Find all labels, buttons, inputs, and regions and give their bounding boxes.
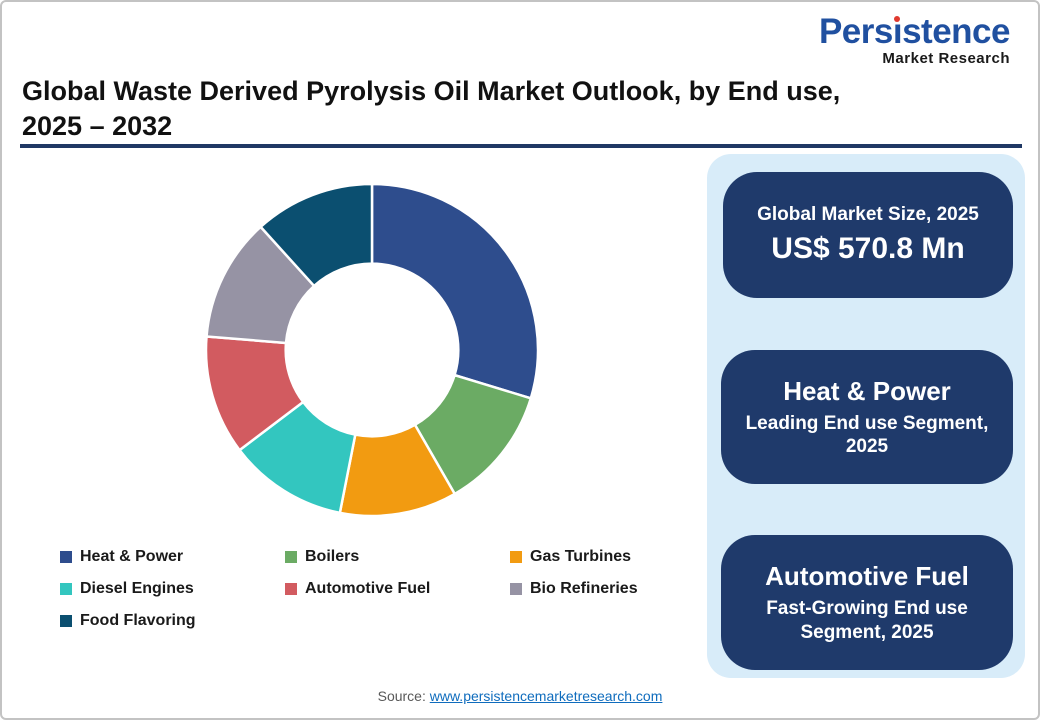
legend-item-automotive-fuel: Automotive Fuel <box>285 580 510 598</box>
legend-swatch-food-flavoring <box>60 615 72 627</box>
legend-label: Diesel Engines <box>80 580 194 597</box>
logo-brand-text: stence <box>902 12 1010 51</box>
legend-label: Automotive Fuel <box>305 580 431 597</box>
info-box-fast-growing-segment: Automotive Fuel Fast-Growing End use Seg… <box>721 535 1013 670</box>
info-box-title: Global Market Size, 2025 <box>757 203 979 225</box>
info-box-subtitle: Leading End use Segment, 2025 <box>745 412 989 458</box>
legend-label: Gas Turbines <box>530 548 632 565</box>
legend-item-boilers: Boilers <box>285 548 510 566</box>
sidebar-panel: Global Market Size, 2025 US$ 570.8 Mn He… <box>707 154 1025 678</box>
logo: Persı stence Market Research <box>818 12 1011 67</box>
legend-swatch-diesel-engines <box>60 583 72 595</box>
chart-legend: Heat & Power Boilers Gas Turbines Diesel En… <box>60 548 735 630</box>
legend-swatch-heat-power <box>60 551 72 563</box>
info-box-title: Automotive Fuel <box>765 561 969 592</box>
donut-chart <box>204 182 540 518</box>
legend-swatch-automotive-fuel <box>285 583 297 595</box>
page-title-line1: Global Waste Derived Pyrolysis Oil Marke… <box>22 76 841 106</box>
source-label: Source: <box>377 688 426 704</box>
logo-brand-text: ı <box>892 12 903 51</box>
legend-swatch-bio-refineries <box>510 583 522 595</box>
logo-brand-text: Pers <box>818 12 893 51</box>
donut-segment-heat-power <box>370 182 540 400</box>
page-title-line2: 2025 – 2032 <box>22 110 173 141</box>
legend-swatch-boilers <box>285 551 297 563</box>
info-box-title: Heat & Power <box>783 375 951 406</box>
source-line: Source: www.persistencemarketresearch.co… <box>2 688 1038 704</box>
legend-item-gas-turbines: Gas Turbines <box>510 548 735 566</box>
info-box-global-market-size: Global Market Size, 2025 US$ 570.8 Mn <box>723 172 1013 298</box>
legend-item-diesel-engines: Diesel Engines <box>60 580 285 598</box>
info-box-leading-segment: Heat & Power Leading End use Segment, 20… <box>721 350 1013 484</box>
legend-item-food-flavoring: Food Flavoring <box>60 612 285 630</box>
info-box-value: US$ 570.8 Mn <box>771 231 965 265</box>
page-title: Global Waste Derived Pyrolysis Oil Marke… <box>22 74 982 143</box>
legend-label: Heat & Power <box>80 548 184 565</box>
source-link[interactable]: www.persistencemarketresearch.com <box>429 688 663 704</box>
logo-subtitle: Market Research <box>882 50 1010 67</box>
legend-label: Bio Refineries <box>530 580 638 597</box>
legend-label: Food Flavoring <box>80 612 196 629</box>
legend-item-bio-refineries: Bio Refineries <box>510 580 735 598</box>
donut-segment-food-flavoring <box>259 182 374 288</box>
logo-brand: Persı stence <box>818 12 1011 51</box>
legend-item-heat-power: Heat & Power <box>60 548 285 566</box>
info-box-subtitle: Fast-Growing End use Segment, 2025 <box>766 598 968 643</box>
legend-swatch-gas-turbines <box>510 551 522 563</box>
donut-chart-area <box>202 180 542 520</box>
legend-label: Boilers <box>305 548 360 565</box>
title-underline-divider <box>20 144 1022 148</box>
logo-red-dot-icon <box>894 16 901 22</box>
